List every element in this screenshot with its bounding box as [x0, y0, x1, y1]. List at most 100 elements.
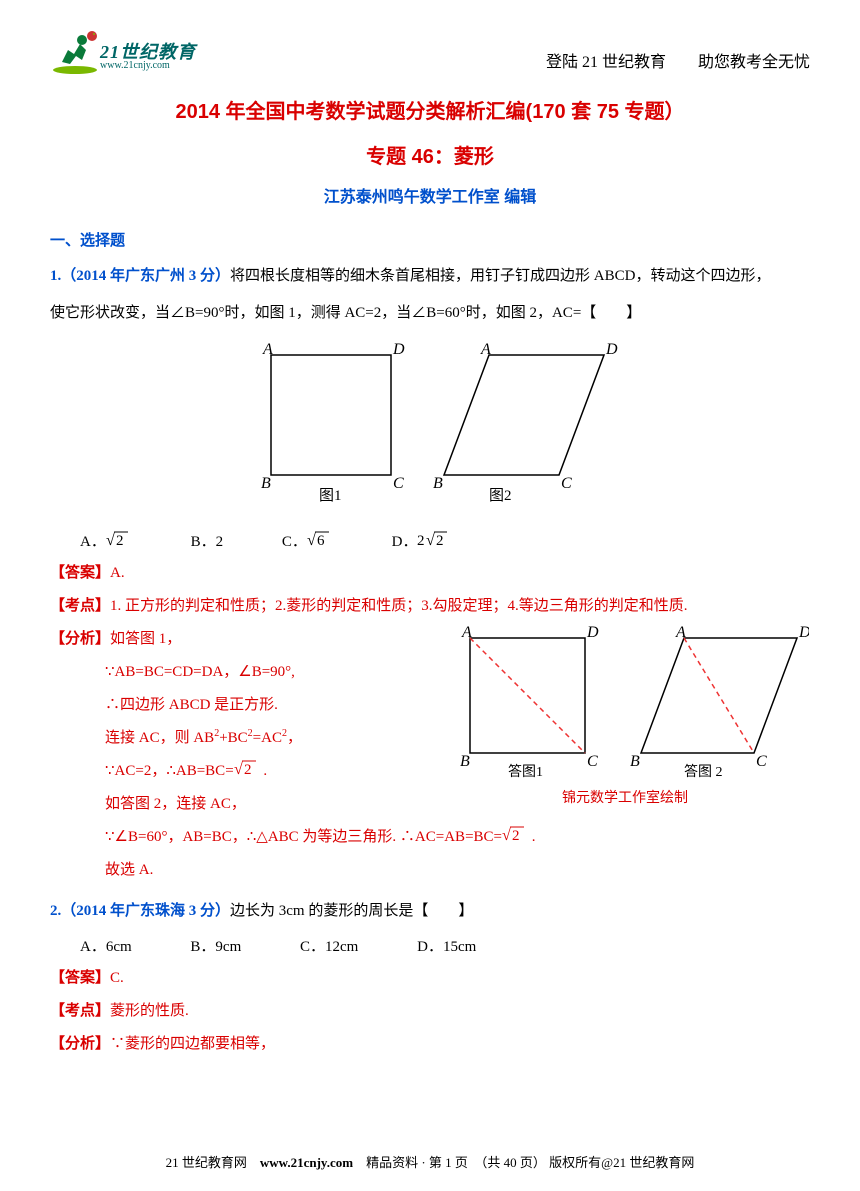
kaodian-text: 1. 正方形的判定和性质；2.菱形的判定和性质；3.勾股定理；4.等边三角形的判… — [110, 598, 688, 614]
svg-text:A: A — [480, 341, 491, 358]
fenxi-l7: ∵∠B=60°，AB=BC，∴△ABC 为等边三角形. ∴AC=AB=BC=√2… — [50, 821, 810, 854]
q1-line1: 1.（2014 年广东广州 3 分）将四根长度相等的细木条首尾相接，用钉子钉成四… — [50, 260, 810, 293]
q2-answer-value: C. — [110, 970, 124, 986]
logo-text-en: www.21cnjy.com — [100, 60, 170, 71]
fig1-label: 图1 — [319, 487, 342, 504]
svg-text:B: B — [460, 753, 470, 770]
q1-options: A．√2 B．2 C．√6 D．2√2 — [50, 527, 810, 557]
q1-text1: 将四根长度相等的细木条首尾相接，用钉子钉成四边形 ABCD，转动这个四边形， — [230, 268, 770, 284]
header-right-prefix: 登陆 — [546, 54, 578, 71]
q2-text: 边长为 3cm 的菱形的周长是【 】 — [230, 903, 473, 919]
q2-opt-c: C．12cm — [300, 932, 358, 962]
q2-kaodian-label: 【考点】 — [50, 1003, 110, 1019]
q2-options: A．6cm B．9cm C．12cm D．15cm — [50, 932, 810, 962]
fenxi-label: 【分析】 — [50, 631, 110, 647]
answer-figure-1: A D B C 答图1 — [440, 623, 615, 778]
fig2-label: 图2 — [489, 487, 512, 504]
q1-number: 1. — [50, 268, 61, 284]
svg-text:D: D — [798, 624, 809, 641]
svg-text:答图1: 答图1 — [508, 763, 543, 778]
answer-label: 【答案】 — [50, 565, 110, 581]
q1-figures: A D B C 图1 A D B C 图2 — [50, 340, 810, 515]
svg-text:√: √ — [502, 827, 511, 844]
fenxi-l5: ∵AC=2，∴AB=BC=√2 . — [50, 755, 430, 788]
q1-answer: 【答案】A. — [50, 557, 810, 590]
main-title: 2014 年全国中考数学试题分类解析汇编(170 套 75 专题） — [50, 95, 810, 124]
fenxi-line1: 【分析】如答图 1， — [50, 623, 430, 656]
q1-opt-d: D．2√2 — [392, 527, 452, 557]
fenxi-l3: ∴四边形 ABCD 是正方形. — [50, 689, 430, 722]
q2-kaodian-text: 菱形的性质. — [110, 1003, 189, 1019]
q2-opt-d: D．15cm — [417, 932, 476, 962]
svg-text:C: C — [393, 475, 404, 492]
q2-source: （2014 年广东珠海 3 分） — [61, 903, 230, 919]
q2-opt-a: A．6cm — [80, 932, 132, 962]
q2-answer-label: 【答案】 — [50, 970, 110, 986]
svg-text:B: B — [630, 753, 640, 770]
header-right-mid: 世纪教育 — [602, 54, 666, 71]
kaodian-label: 【考点】 — [50, 598, 110, 614]
fenxi-l6: 如答图 2，连接 AC， — [50, 788, 430, 821]
svg-text:A: A — [461, 624, 472, 641]
fenxi-l1: 如答图 1， — [110, 631, 181, 647]
header-right-num: 21 — [578, 54, 602, 71]
fenxi-l2: ∵AB=BC=CD=DA，∠B=90°, — [50, 656, 430, 689]
svg-text:D: D — [392, 341, 405, 358]
svg-text:2: 2 — [417, 533, 425, 549]
svg-text:B: B — [261, 475, 271, 492]
editor-line: 江苏泰州鸣午数学工作室 编辑 — [50, 183, 810, 207]
svg-text:2: 2 — [512, 828, 520, 844]
q2-kaodian: 【考点】菱形的性质. — [50, 995, 810, 1028]
q1-analysis-text: 【分析】如答图 1， ∵AB=BC=CD=DA，∠B=90°, ∴四边形 ABC… — [50, 623, 430, 821]
svg-text:B: B — [433, 475, 443, 492]
q2-line: 2.（2014 年广东珠海 3 分）边长为 3cm 的菱形的周长是【 】 — [50, 895, 810, 928]
fenxi-l8: 故选 A. — [50, 854, 810, 887]
page-header: 21世纪教育 www.21cnjy.com 登陆 21 世纪教育 助您教考全无忧 — [50, 30, 810, 75]
q1-opt-a: A．√2 — [80, 527, 132, 557]
svg-text:D: D — [605, 341, 618, 358]
site-logo: 21世纪教育 www.21cnjy.com — [50, 30, 220, 75]
q2-fenxi-label: 【分析】 — [50, 1036, 110, 1052]
section-heading: 一、选择题 — [50, 229, 810, 250]
svg-text:答图 2: 答图 2 — [684, 763, 723, 778]
page-footer: 21 世纪教育网 www.21cnjy.com 精品资料 · 第 1 页 （共 … — [0, 1152, 860, 1171]
footer-mid: 精品资料 · 第 1 页 （共 40 页） 版权所有@21 世纪教育网 — [366, 1155, 694, 1170]
q1-opt-b: B．2 — [191, 527, 224, 557]
q1-line2: 使它形状改变，当∠B=90°时，如图 1，测得 AC=2，当∠B=60°时，如图… — [50, 297, 810, 330]
svg-text:A: A — [675, 624, 686, 641]
svg-text:√: √ — [426, 532, 435, 549]
header-right-gap — [666, 54, 698, 71]
q1-source: （2014 年广东广州 3 分） — [61, 268, 230, 284]
q1-answer-figures: A D B C 答图1 A D B C 答图 2 锦元数学工作室绘制 — [430, 623, 810, 807]
header-right-end: 助您教考全无忧 — [698, 54, 810, 71]
svg-text:C: C — [561, 475, 572, 492]
q1-opt-c: C．√6 — [282, 527, 333, 557]
svg-text:2: 2 — [436, 533, 444, 549]
q2-number: 2. — [50, 903, 61, 919]
svg-text:C: C — [756, 753, 767, 770]
svg-text:√: √ — [106, 532, 115, 549]
q2-opt-b: B．9cm — [190, 932, 241, 962]
svg-text:6: 6 — [317, 533, 325, 549]
figure-credit: 锦元数学工作室绘制 — [440, 787, 810, 807]
fenxi-l4: 连接 AC，则 AB2+BC2=AC2， — [50, 722, 430, 755]
q2-answer: 【答案】C. — [50, 962, 810, 995]
svg-text:√: √ — [234, 761, 243, 778]
svg-text:A: A — [262, 341, 273, 358]
footer-url: www.21cnjy.com — [260, 1155, 353, 1170]
figure-2-rhombus: A D B C 图2 — [419, 340, 619, 510]
q1-analysis-row: 【分析】如答图 1， ∵AB=BC=CD=DA，∠B=90°, ∴四边形 ABC… — [50, 623, 810, 821]
figure-1-square: A D B C 图1 — [241, 340, 416, 510]
header-slogan: 登陆 21 世纪教育 助您教考全无忧 — [546, 48, 810, 72]
sub-title: 专题 46：菱形 — [50, 140, 810, 169]
svg-text:D: D — [586, 624, 599, 641]
q2-fenxi: 【分析】∵菱形的四边都要相等， — [50, 1028, 810, 1061]
svg-text:C: C — [587, 753, 598, 770]
footer-site: 21 世纪教育网 — [166, 1155, 247, 1170]
svg-text:2: 2 — [244, 762, 252, 778]
svg-text:2: 2 — [116, 533, 124, 549]
answer-figure-2: A D B C 答图 2 — [619, 623, 809, 778]
logo-runner-icon — [50, 30, 100, 75]
q1-kaodian: 【考点】1. 正方形的判定和性质；2.菱形的判定和性质；3.勾股定理；4.等边三… — [50, 590, 810, 623]
q2-fenxi-text: ∵菱形的四边都要相等， — [110, 1036, 275, 1052]
